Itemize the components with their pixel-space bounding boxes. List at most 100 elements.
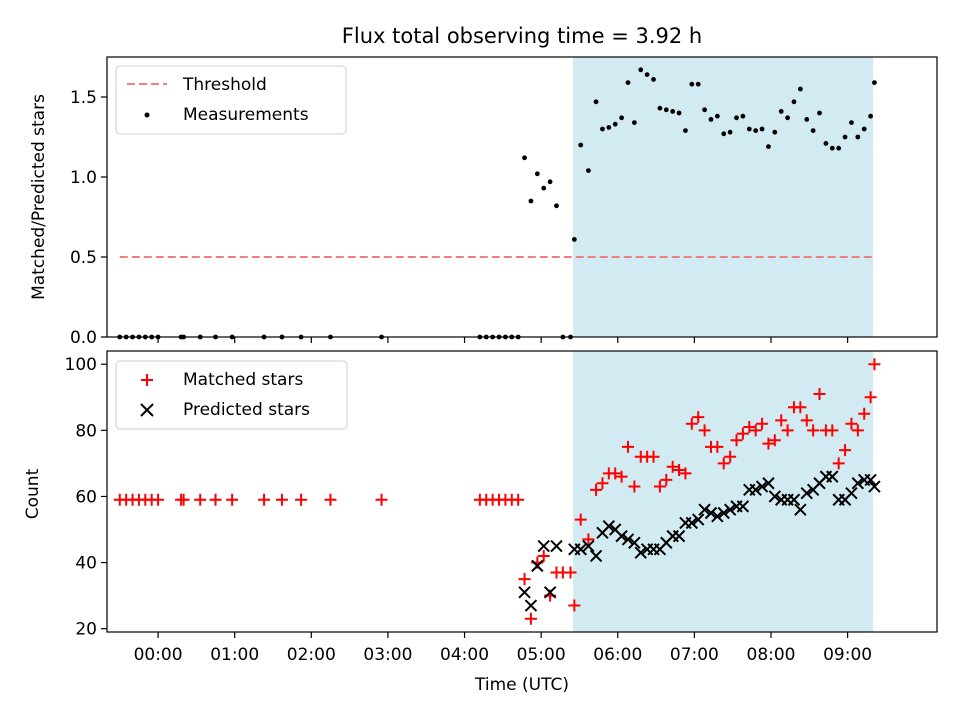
matched-star-point bbox=[832, 457, 845, 470]
predicted-star-point bbox=[621, 533, 635, 546]
measurement-point bbox=[804, 117, 810, 122]
count-y-tick-label: 20 bbox=[75, 620, 97, 640]
matched-star-point bbox=[375, 493, 388, 506]
matched-star-point bbox=[762, 437, 775, 450]
ratio-x-ticks bbox=[157, 337, 849, 343]
predicted-star-point bbox=[868, 480, 881, 493]
matched-star-point bbox=[692, 411, 705, 424]
matched-star-point bbox=[673, 464, 686, 477]
matched-stars-legend-label: Matched stars bbox=[183, 370, 303, 390]
matched-star-point bbox=[647, 450, 660, 463]
count-legend-box bbox=[115, 360, 348, 430]
matched-star-point bbox=[524, 612, 537, 625]
matched-star-point bbox=[628, 480, 641, 493]
matched-star-point bbox=[756, 417, 769, 430]
predicted-star-point bbox=[851, 477, 865, 490]
predicted-star-point bbox=[704, 506, 718, 520]
matched-star-point bbox=[518, 573, 531, 586]
ratio-y-tick-label: 1.5 bbox=[70, 88, 97, 108]
count-y-tick-label: 100 bbox=[65, 355, 97, 375]
predicted-star-point bbox=[518, 586, 531, 599]
measurement-point bbox=[702, 107, 707, 113]
measurement-point bbox=[612, 121, 618, 127]
matched-star-point bbox=[800, 414, 813, 427]
measurement-point bbox=[695, 81, 701, 87]
measurement-point bbox=[727, 129, 733, 135]
matched-star-point bbox=[275, 493, 288, 506]
matched-star-point bbox=[568, 599, 581, 612]
predicted-star-point bbox=[698, 503, 711, 516]
matched-star-point bbox=[564, 566, 577, 579]
measurement-point bbox=[797, 86, 803, 92]
measurement-point bbox=[657, 105, 663, 111]
matched-star-point bbox=[858, 407, 871, 420]
predicted-star-point bbox=[634, 546, 647, 559]
count-x-tick-label: 06:00 bbox=[593, 645, 642, 665]
measurement-point bbox=[689, 81, 695, 87]
matched-star-point bbox=[582, 533, 595, 546]
predicted-star-point bbox=[826, 470, 839, 483]
matched-star-point bbox=[152, 493, 165, 506]
matched-star-point bbox=[209, 493, 222, 506]
measurement-point bbox=[606, 125, 612, 130]
matched-star-point bbox=[666, 460, 679, 473]
measurement-point bbox=[817, 110, 822, 116]
measurement-point bbox=[631, 120, 637, 125]
count-panel: 20 40 60 80 100 00:00 01:00 02:00 03:00 04:00 05:… bbox=[23, 350, 938, 695]
ratio-y-tick-label: 1.0 bbox=[70, 168, 97, 188]
predicted-stars-points bbox=[518, 470, 881, 612]
measurement-point bbox=[683, 128, 688, 134]
matched-star-point bbox=[775, 414, 788, 427]
matched-star-point bbox=[512, 493, 525, 506]
matched-star-point bbox=[717, 457, 730, 470]
matched-star-point bbox=[596, 477, 609, 490]
matched-star-point bbox=[324, 493, 337, 506]
count-y-tick-label: 40 bbox=[75, 554, 97, 574]
matched-star-point bbox=[609, 467, 622, 480]
count-x-tick-label: 05:00 bbox=[517, 645, 566, 665]
matched-star-point bbox=[749, 424, 762, 437]
measurement-point bbox=[708, 117, 714, 122]
measurement-point bbox=[638, 67, 644, 73]
predicted-star-point bbox=[672, 529, 686, 543]
measurement-point bbox=[872, 80, 877, 85]
measurement-point bbox=[734, 115, 739, 121]
measurement-point bbox=[670, 109, 676, 114]
matched-star-point bbox=[574, 513, 587, 526]
matched-star-point bbox=[781, 424, 794, 437]
matched-star-point bbox=[711, 440, 724, 453]
count-plot-frame bbox=[106, 350, 938, 633]
matched-star-point bbox=[615, 470, 628, 483]
x-axis-label: Time (UTC) bbox=[474, 675, 569, 695]
measurement-point bbox=[625, 80, 631, 85]
measurement-point bbox=[785, 115, 790, 121]
predicted-star-point bbox=[537, 539, 550, 553]
measurement-point bbox=[772, 129, 778, 135]
predicted-star-point bbox=[531, 559, 544, 573]
measurement-point bbox=[746, 126, 752, 132]
ratio-panel: 0.0 0.5 1.0 1.5 Matched/Predicted stars Thr… bbox=[29, 56, 938, 348]
measurement-point bbox=[547, 179, 553, 185]
predicted-stars-legend-label: Predicted stars bbox=[183, 400, 310, 420]
ratio-y-tick-label: 0.0 bbox=[70, 328, 97, 348]
count-y-tick-label: 60 bbox=[75, 487, 97, 507]
predicted-stars-legend-swatch bbox=[140, 403, 154, 417]
measurement-point bbox=[571, 237, 577, 242]
predicted-star-point bbox=[685, 516, 699, 530]
predicted-star-point bbox=[845, 486, 858, 500]
observing-window-band bbox=[573, 351, 874, 632]
predicted-star-point bbox=[543, 586, 557, 599]
matched-star-point bbox=[621, 440, 634, 453]
measurement-point bbox=[600, 126, 605, 132]
matched-star-point bbox=[768, 434, 781, 447]
measurement-point bbox=[829, 145, 835, 151]
count-x-tick-label: 04:00 bbox=[440, 645, 489, 665]
predicted-star-point bbox=[762, 477, 775, 490]
predicted-star-point bbox=[524, 599, 538, 612]
measurement-point bbox=[651, 77, 656, 82]
measurement-point bbox=[868, 113, 873, 119]
predicted-star-point bbox=[582, 539, 595, 553]
measurement-point bbox=[753, 128, 759, 134]
matched-star-point bbox=[845, 417, 858, 430]
measurement-point bbox=[714, 113, 720, 119]
